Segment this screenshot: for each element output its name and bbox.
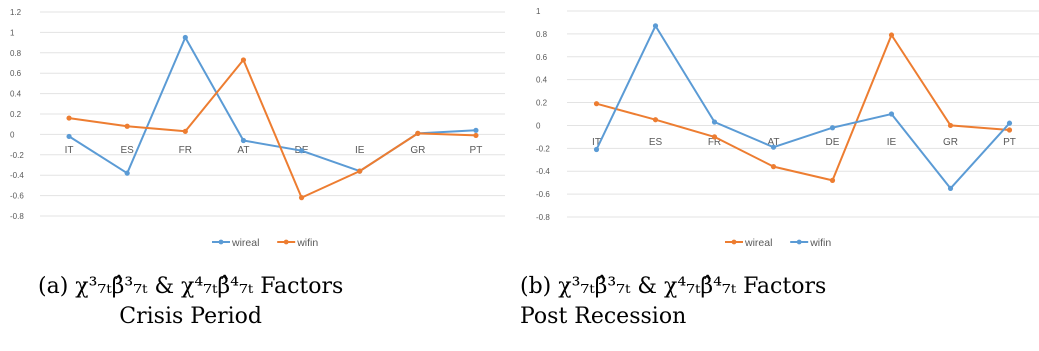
x-tick-label: IE [355, 145, 365, 156]
legend-marker-wifin [283, 239, 289, 245]
caption-a-line1: (a) χ³₇ₜβ̂³₇ₜ & χ⁴₇ₜβ̂⁴₇ₜ Factors [38, 274, 344, 299]
legend-marker-wifin [796, 239, 802, 245]
y-tick-label: 0.2 [536, 99, 548, 108]
point-wifin [182, 128, 188, 134]
y-tick-label: -0.4 [10, 171, 24, 180]
point-wireal [652, 117, 659, 123]
y-tick-label: 0.2 [10, 110, 22, 119]
point-wifin [357, 168, 363, 174]
point-wifin [1006, 120, 1013, 126]
legend-label-wireal: wireal [744, 237, 772, 249]
point-wireal [593, 101, 600, 107]
point-wireal [888, 32, 895, 38]
y-tick-label: -0.2 [536, 144, 550, 153]
x-tick-label: ES [649, 137, 663, 148]
point-wireal [829, 177, 836, 183]
y-tick-label: 1.2 [10, 8, 22, 17]
legend-marker-wireal [218, 239, 224, 245]
x-tick-label: GR [943, 137, 958, 148]
point-wireal [770, 164, 777, 170]
point-wifin [415, 130, 421, 136]
legend-label-wifin: wifin [296, 237, 318, 249]
x-tick-label: IT [65, 145, 74, 156]
caption-b-line2: Post Recession [520, 304, 687, 329]
y-tick-label: 0.4 [10, 90, 22, 99]
point-wifin [593, 146, 600, 153]
point-wireal [711, 134, 718, 140]
legend-label-wireal: wireal [231, 237, 259, 249]
point-wifin [240, 57, 247, 63]
point-wireal [66, 133, 72, 140]
x-tick-label: DE [826, 137, 840, 148]
point-wireal [1006, 127, 1013, 133]
y-tick-label: -0.6 [10, 192, 24, 201]
point-wireal [947, 122, 954, 129]
chart-crisis-period: 1.2 1 0.8 0.6 0.4 0.2 0 -0.2 -0.4 -0.6 -0.8 IT ES FR A… [10, 8, 505, 249]
point-wireal [182, 34, 188, 41]
point-wifin [888, 111, 895, 117]
y-tick-label: -0.6 [536, 190, 550, 199]
x-tick-label: PT [470, 145, 483, 156]
series-line-wireal [596, 34, 1010, 182]
point-wireal [240, 137, 247, 144]
x-tick-label: IT [592, 137, 601, 148]
y-tick-label: 0.6 [10, 69, 22, 78]
point-wifin [947, 185, 954, 191]
point-wifin [66, 115, 72, 121]
point-wifin [711, 119, 718, 125]
y-tick-label: 0.4 [536, 76, 548, 85]
y-tick-label: 0 [10, 130, 15, 139]
point-wifin [770, 144, 777, 150]
caption-b-line1: (b) χ³₇ₜβ̂³₇ₜ & χ⁴₇ₜβ̂⁴₇ₜ Factors [520, 274, 827, 299]
x-tick-label: GR [410, 145, 425, 156]
x-tick-label: PT [1003, 137, 1016, 148]
y-tick-label: -0.2 [10, 151, 24, 160]
x-tick-label: AT [237, 145, 249, 156]
x-tick-label: AT [767, 137, 779, 148]
caption-crisis-period: (a) χ³₇ₜβ̂³₇ₜ & χ⁴₇ₜβ̂⁴₇ₜ Factors Crisis… [38, 272, 343, 332]
point-wifin [652, 23, 659, 29]
y-tick-label: 1 [10, 28, 15, 37]
y-tick-label: -0.4 [536, 167, 550, 176]
series-line-wifin [68, 58, 476, 199]
y-tick-label: -0.8 [536, 213, 550, 222]
y-tick-label: 0.8 [536, 30, 548, 39]
point-wifin [124, 123, 130, 129]
x-tick-label: FR [708, 137, 721, 148]
point-wifin [473, 132, 479, 139]
point-wireal [473, 127, 479, 133]
series-line-wifin [595, 24, 1011, 190]
point-wifin [298, 195, 305, 201]
legend-marker-wireal [731, 239, 737, 245]
y-tick-label: 0 [536, 121, 541, 130]
y-tick-label: -0.8 [10, 212, 24, 221]
y-tick-label: 0.6 [536, 53, 548, 62]
y-tick-label: 0.8 [10, 49, 22, 58]
point-wireal [124, 170, 130, 176]
point-wireal [298, 148, 305, 154]
chart-post-recession: 1 0.8 0.6 0.4 0.2 0 -0.2 -0.4 -0.6 -0.8 IT ES FR AT DE… [536, 7, 1039, 249]
caption-post-recession: (b) χ³₇ₜβ̂³₇ₜ & χ⁴₇ₜβ̂⁴₇ₜ Factors Post R… [520, 272, 826, 332]
legend-label-wifin: wifin [809, 237, 831, 249]
caption-a-line2: Crisis Period [119, 304, 262, 329]
x-tick-label: ES [121, 145, 135, 156]
y-tick-label: 1 [536, 7, 541, 16]
x-tick-label: FR [179, 145, 192, 156]
point-wifin [829, 125, 836, 131]
x-tick-label: IE [887, 137, 897, 148]
